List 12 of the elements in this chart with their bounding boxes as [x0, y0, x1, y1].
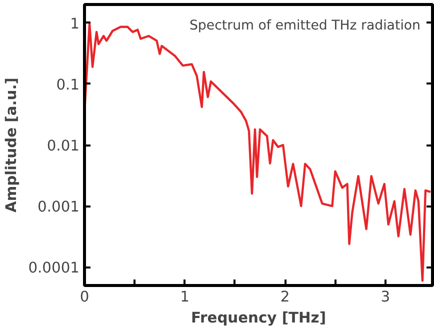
y-tick-label: 0.001: [38, 198, 80, 216]
text: Spectrum of emitted THz radiation: [189, 18, 421, 34]
x-tick-label: 2: [280, 288, 290, 306]
y-tick-label: 0.01: [46, 138, 80, 154]
x-tick-label: 3: [380, 288, 390, 306]
y-tick-label: 0.1: [56, 76, 80, 94]
x-axis-title: Frequency [THz]: [190, 310, 326, 326]
y-tick-label: 0.0001: [28, 260, 80, 277]
x-tick-label: 0: [80, 288, 90, 306]
y-axis-title: Amplitude [a.u.]: [3, 78, 20, 212]
y-tick-label: 1: [70, 15, 80, 32]
x-tick-label: 1: [180, 288, 190, 306]
